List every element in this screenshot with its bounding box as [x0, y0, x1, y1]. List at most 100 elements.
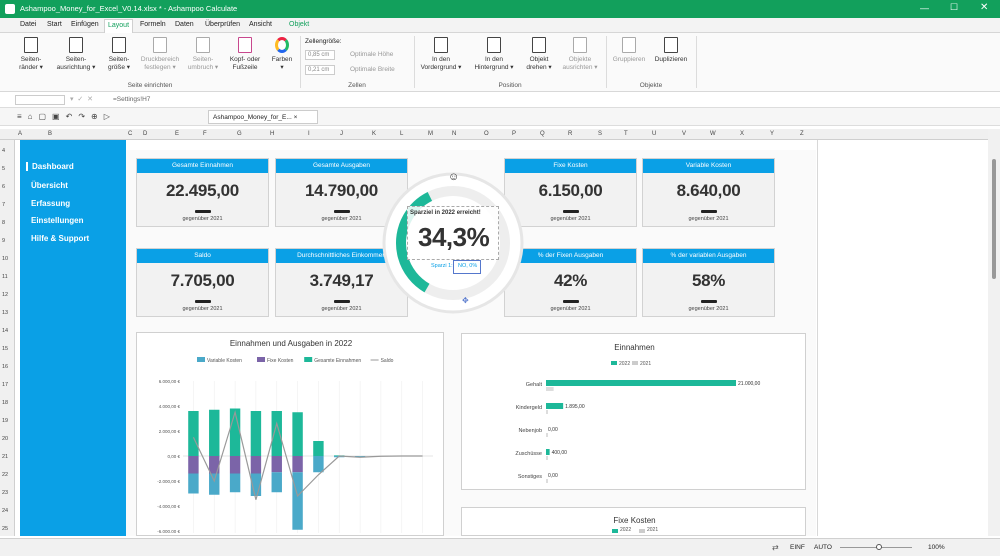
column-label[interactable]: H [270, 131, 275, 137]
vordergrund-button[interactable]: In den Vordergrund ▾ [418, 37, 464, 72]
druckbereich-button[interactable]: Druckbereich festlegen ▾ [138, 37, 182, 72]
quick-access-icons[interactable]: ≡⌂▢▣↶↷⊕▷ [17, 112, 116, 121]
row-label[interactable]: 21 [2, 454, 9, 460]
row-label[interactable]: 24 [2, 508, 9, 514]
menu-ueberpruefen[interactable]: Überprüfen [205, 21, 241, 28]
document-tab[interactable]: Ashampoo_Money_for_E... × [208, 110, 318, 124]
column-label[interactable]: Q [540, 131, 545, 137]
row-label[interactable]: 13 [2, 310, 9, 316]
minimize-button[interactable]: — [920, 3, 929, 13]
column-label[interactable]: B [48, 131, 53, 137]
row-label[interactable]: 25 [2, 526, 9, 532]
column-label[interactable]: D [143, 131, 148, 137]
row-label[interactable]: 15 [2, 346, 9, 352]
column-label[interactable]: E [175, 131, 180, 137]
sidebar-item-erfassung[interactable]: Erfassung [31, 199, 71, 208]
column-label[interactable]: Z [800, 131, 804, 137]
sheet-nav-icon[interactable]: ⇄ [772, 543, 779, 552]
hintergrund-button[interactable]: In den Hintergrund ▾ [470, 37, 518, 72]
sidebar-item-dashboard[interactable]: Dashboard [26, 162, 74, 171]
column-label[interactable]: W [710, 131, 716, 137]
menu-layout[interactable]: Layout [104, 19, 134, 33]
row-label[interactable]: 10 [2, 256, 9, 262]
chart-einnahmen[interactable]: Einnahmen 2022 2021 Gehalt 21.000,00 Kinderg… [461, 333, 806, 490]
category-label: Sonstiges [518, 474, 542, 480]
row-label[interactable]: 23 [2, 490, 9, 496]
column-label[interactable]: N [452, 131, 457, 137]
row-label[interactable]: 14 [2, 328, 9, 334]
gauge-textbox[interactable] [407, 206, 499, 260]
menu-datei[interactable]: Datei [20, 21, 37, 28]
breite-input[interactable]: 0,21 cm [305, 65, 335, 75]
row-label[interactable]: 16 [2, 364, 9, 370]
optimale-breite-button[interactable]: Optimale Breite [350, 66, 395, 73]
ausrichten-button[interactable]: Objekte ausrichten ▾ [558, 37, 602, 72]
vertical-scrollbar[interactable] [988, 129, 1000, 536]
auto-indicator: AUTO [814, 544, 832, 551]
menu-daten[interactable]: Daten [175, 21, 194, 28]
column-label[interactable]: X [740, 131, 745, 137]
drehen-button[interactable]: Objekt drehen ▾ [522, 37, 556, 72]
row-label[interactable]: 8 [2, 220, 6, 226]
row-label[interactable]: 6 [2, 184, 6, 190]
menu-einfuegen[interactable]: Einfügen [71, 21, 99, 28]
column-label[interactable]: A [18, 131, 23, 137]
name-box[interactable] [15, 95, 65, 105]
column-label[interactable]: M [428, 131, 433, 137]
gruppieren-button[interactable]: Gruppieren [612, 37, 646, 64]
menu-objekt[interactable]: Objekt [289, 21, 310, 28]
column-label[interactable]: G [237, 131, 242, 137]
optimale-hoehe-button[interactable]: Optimale Höhe [350, 51, 394, 58]
hoehe-input[interactable]: 0,85 cm [305, 50, 335, 60]
sidebar-item-einstellungen[interactable]: Einstellungen [31, 216, 84, 225]
column-label[interactable]: R [568, 131, 573, 137]
card-value: 3.749,17 [309, 271, 374, 290]
row-label[interactable]: 19 [2, 418, 9, 424]
row-label[interactable]: 12 [2, 292, 9, 298]
seitenumbruch-button[interactable]: Seiten- umbruch ▾ [186, 37, 220, 72]
row-label[interactable]: 11 [2, 274, 8, 280]
column-label[interactable]: O [484, 131, 489, 137]
close-tab-icon[interactable]: × [293, 114, 298, 121]
column-label[interactable]: L [400, 131, 404, 137]
farben-button[interactable]: Farben ▾ [268, 37, 296, 72]
chart-fixe-kosten[interactable]: Fixe Kosten 2022 2021 [461, 507, 806, 536]
zoom-slider[interactable] [840, 544, 912, 550]
chart-einnahmen-ausgaben[interactable]: Einnahmen und Ausgaben in 2022 Variable … [136, 332, 444, 536]
row-label[interactable]: 18 [2, 400, 9, 406]
duplizieren-button[interactable]: Duplizieren [652, 37, 690, 64]
column-label[interactable]: Y [770, 131, 775, 137]
column-label[interactable]: U [652, 131, 657, 137]
menu-ansicht[interactable]: Ansicht [249, 21, 272, 28]
sidebar-item-hilfe[interactable]: Hilfe & Support [31, 234, 90, 243]
row-label[interactable]: 17 [2, 382, 9, 388]
sidebar-item-uebersicht[interactable]: Übersicht [31, 181, 68, 190]
seitenausrichtung-button[interactable]: Seiten- ausrichtung ▾ [54, 37, 98, 72]
close-button[interactable]: ✕ [980, 2, 989, 13]
row-label[interactable]: 20 [2, 436, 9, 442]
row-label[interactable]: 4 [2, 148, 6, 154]
menu-formeln[interactable]: Formeln [140, 21, 166, 28]
menu-start[interactable]: Start [47, 21, 62, 28]
column-label[interactable]: J [340, 131, 343, 137]
column-label[interactable]: T [624, 131, 628, 137]
move-handle-icon[interactable]: ✥ [462, 296, 469, 305]
column-label[interactable]: I [308, 131, 310, 137]
formula-input[interactable]: =Settings!H7 [113, 96, 151, 103]
row-label[interactable]: 22 [2, 472, 9, 478]
column-label[interactable]: C [128, 131, 133, 137]
seitenraender-button[interactable]: Seiten- ränder ▾ [14, 37, 48, 72]
column-label[interactable]: P [512, 131, 517, 137]
column-label[interactable]: F [203, 131, 207, 137]
seitengroesse-button[interactable]: Seiten- größe ▾ [104, 37, 134, 72]
row-label[interactable]: 5 [2, 166, 6, 172]
kopfzeile-button[interactable]: Kopf- oder Fußzeile [226, 37, 264, 72]
column-label[interactable]: S [598, 131, 603, 137]
row-label[interactable]: 7 [2, 202, 6, 208]
savings-gauge[interactable]: ☺ Sparziel in 2022 erreicht! 34,3% Sparz… [378, 170, 528, 316]
column-label[interactable]: V [682, 131, 687, 137]
selection-box[interactable] [453, 260, 481, 274]
maximize-button[interactable]: ☐ [950, 2, 959, 12]
column-label[interactable]: K [372, 131, 377, 137]
row-label[interactable]: 9 [2, 238, 6, 244]
